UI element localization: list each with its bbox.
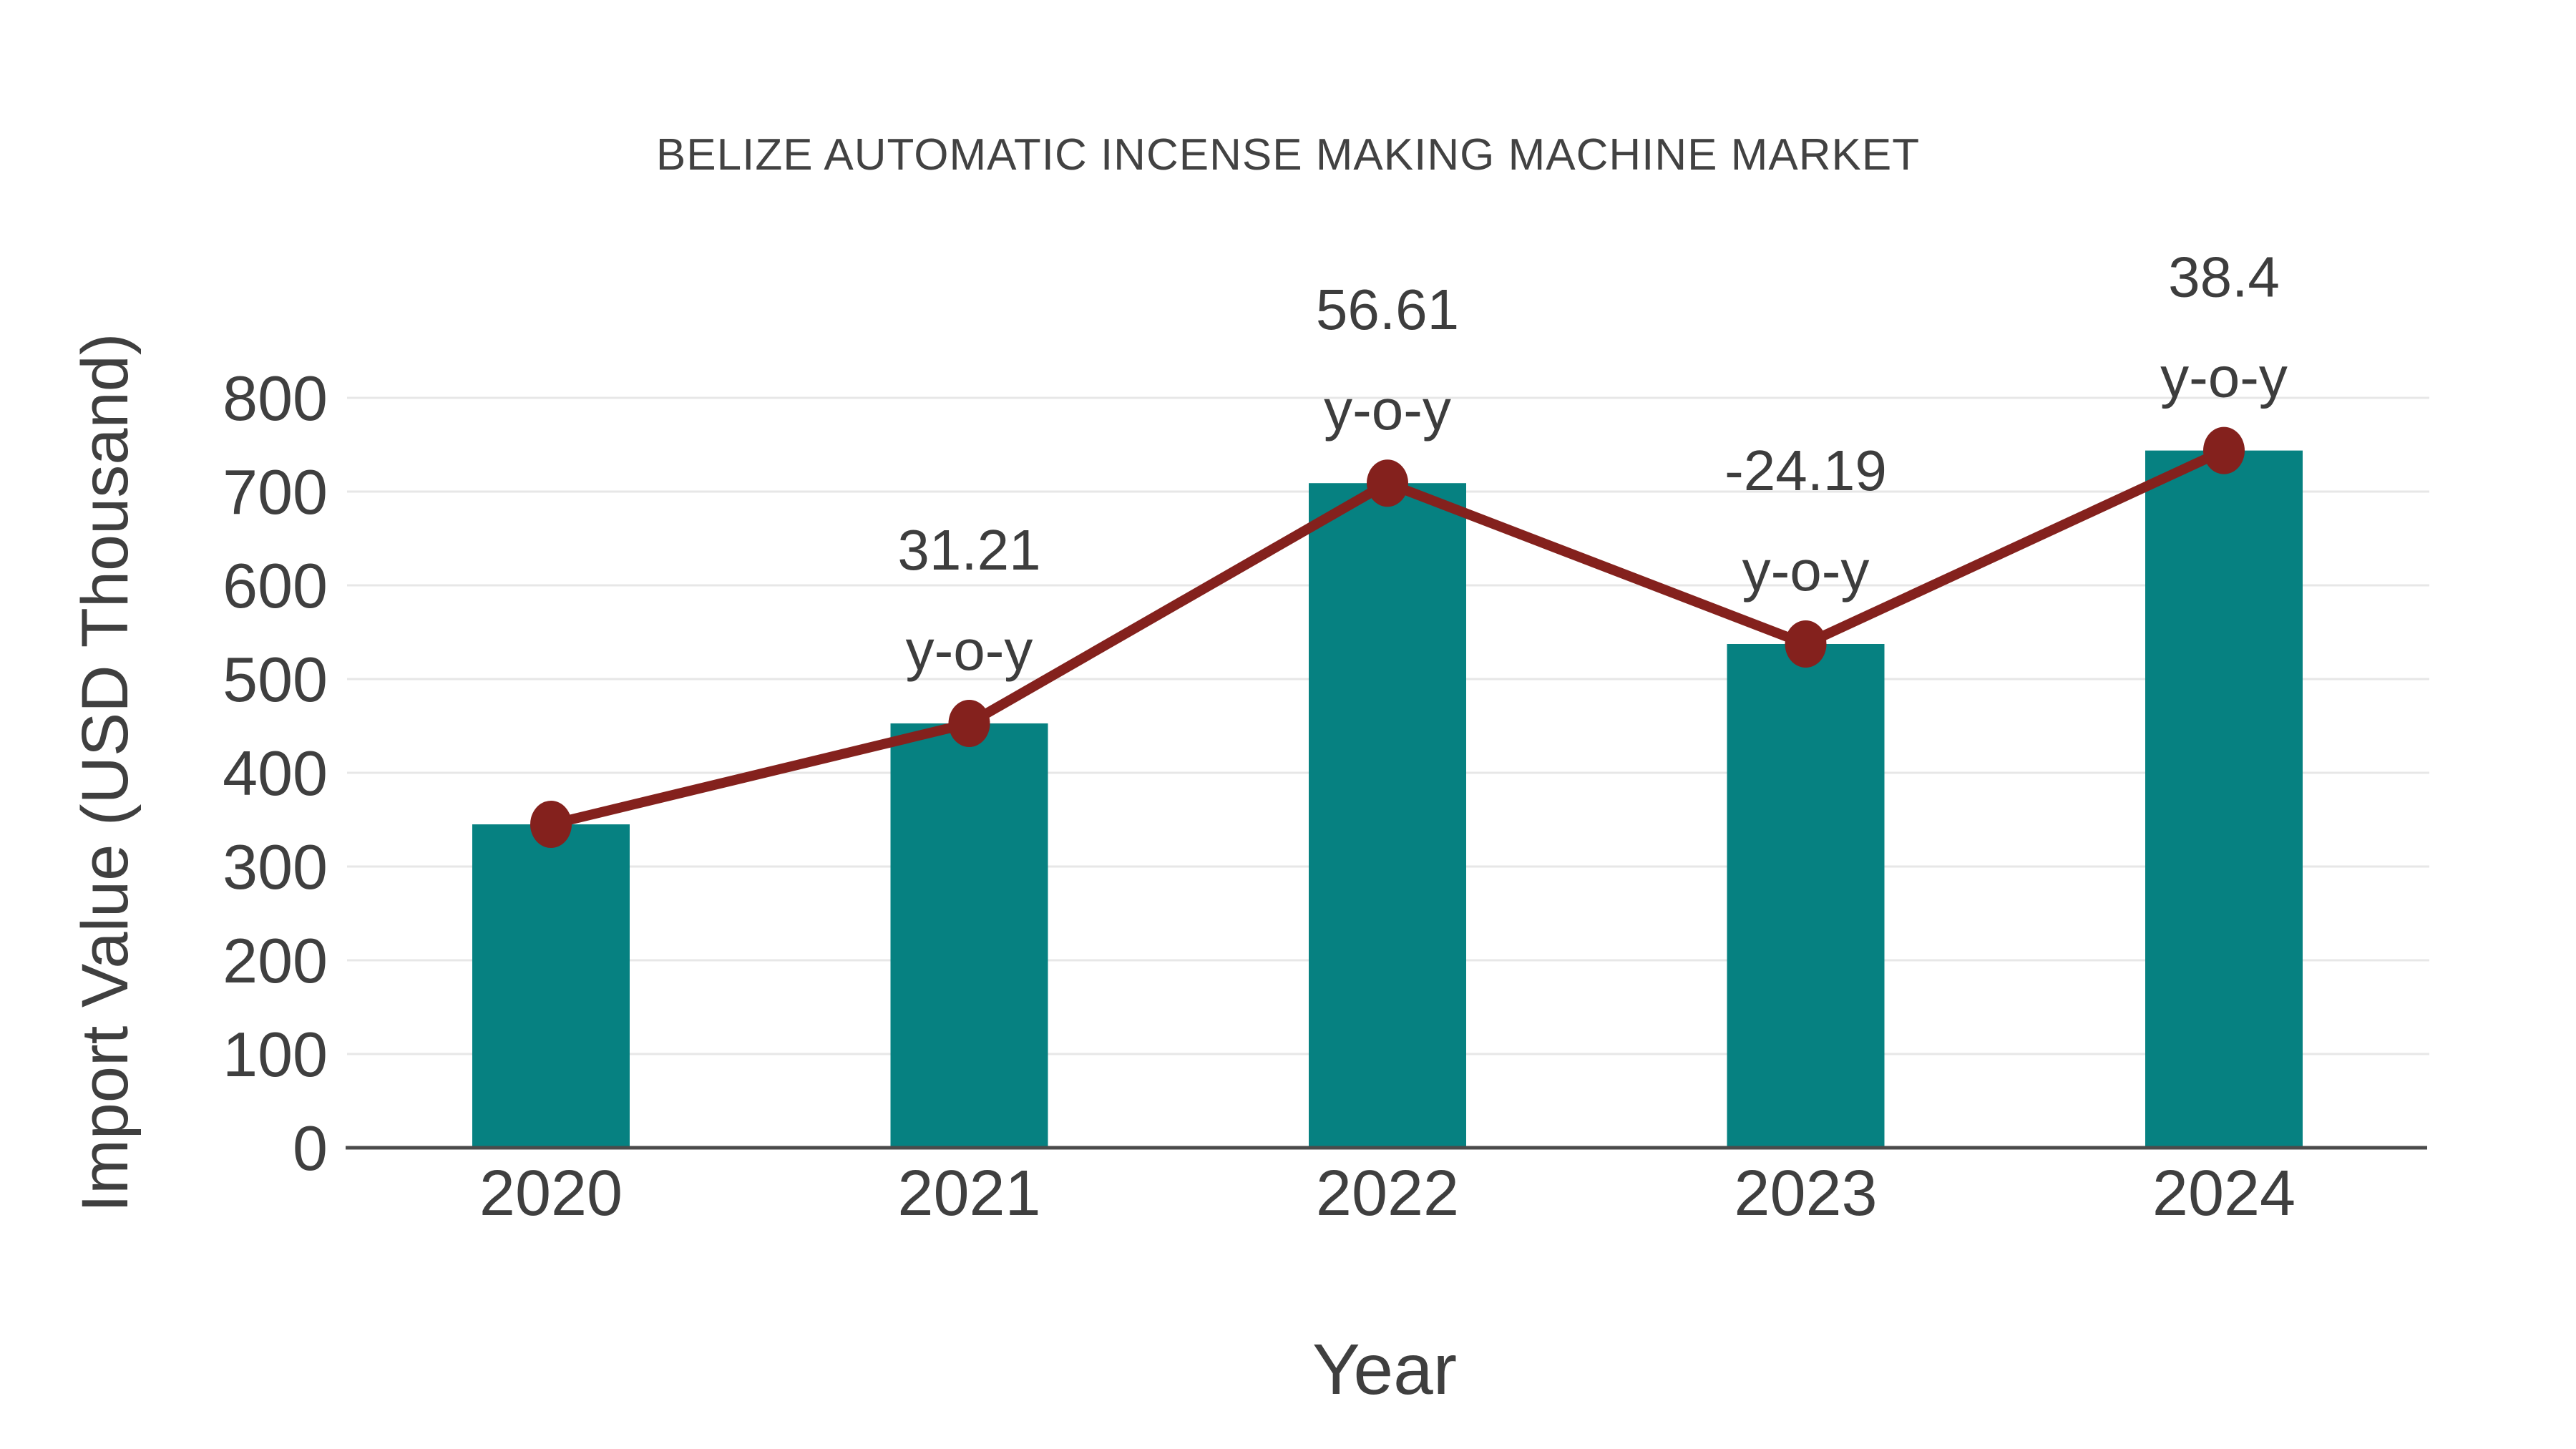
y-tick-labels: 0 100 200 300 400 500 600 700 800: [223, 363, 328, 1184]
x-tick-2024: 2024: [2152, 1158, 2296, 1229]
annotation-value-2021: 31.21: [897, 518, 1040, 582]
annotation-value-2022: 56.61: [1316, 278, 1459, 341]
y-tick-600: 600: [223, 550, 328, 621]
annotation-unit-2024: y-o-y: [2160, 346, 2288, 409]
y-tick-200: 200: [223, 925, 328, 996]
annotation-unit-2022: y-o-y: [1324, 378, 1451, 441]
x-tick-2022: 2022: [1316, 1158, 1459, 1229]
y-tick-100: 100: [223, 1019, 328, 1090]
chart-title: BELIZE AUTOMATIC INCENSE MAKING MACHINE …: [656, 130, 1920, 180]
x-axis-title: Year: [1312, 1330, 1457, 1410]
marker-2021: [948, 699, 990, 747]
y-axis-title: Import Value (USD Thousand): [69, 333, 142, 1213]
x-tick-2021: 2021: [897, 1158, 1040, 1229]
line-series: [530, 426, 2245, 849]
y-tick-300: 300: [223, 831, 328, 902]
yoy-annotations: 31.21 y-o-y 56.61 y-o-y -24.19 y-o-y 38.4 y-o-y: [897, 245, 2287, 682]
marker-2024: [2203, 426, 2245, 474]
y-tick-500: 500: [223, 644, 328, 715]
bar-series: [472, 450, 2303, 1148]
annotation-unit-2023: y-o-y: [1742, 539, 1870, 602]
annotation-unit-2021: y-o-y: [906, 618, 1033, 682]
marker-2023: [1785, 620, 1827, 668]
marker-2022: [1367, 459, 1408, 507]
bar-2022: [1309, 483, 1466, 1148]
y-tick-0: 0: [293, 1113, 328, 1184]
x-tick-labels: 2020 2021 2022 2023 2024: [479, 1158, 2296, 1229]
bar-2020: [472, 824, 630, 1148]
y-tick-700: 700: [223, 457, 328, 527]
marker-2020: [530, 801, 572, 849]
annotation-value-2023: -24.19: [1724, 439, 1887, 502]
bar-2024: [2145, 450, 2303, 1148]
bar-2021: [890, 723, 1048, 1148]
y-tick-800: 800: [223, 363, 328, 434]
x-tick-2023: 2023: [1734, 1158, 1877, 1229]
annotation-value-2024: 38.4: [2168, 245, 2280, 309]
x-tick-2020: 2020: [479, 1158, 623, 1229]
y-tick-400: 400: [223, 738, 328, 809]
bar-2023: [1727, 644, 1885, 1148]
